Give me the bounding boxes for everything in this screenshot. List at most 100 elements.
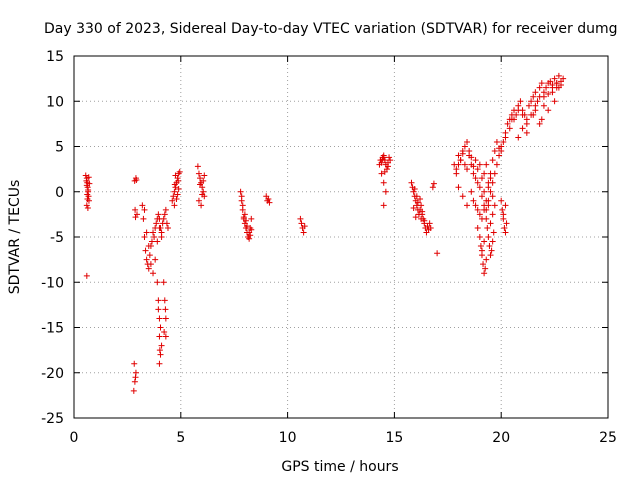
data-point <box>161 297 168 304</box>
data-point <box>238 193 245 200</box>
data-point <box>538 80 545 87</box>
data-point <box>474 179 481 186</box>
data-point <box>418 215 425 222</box>
data-point <box>175 177 182 184</box>
data-point <box>481 170 488 177</box>
data-point <box>156 333 163 340</box>
data-point <box>378 170 385 177</box>
data-point <box>500 211 507 218</box>
data-point <box>453 170 460 177</box>
data-point <box>132 206 139 213</box>
data-point <box>155 297 162 304</box>
data-point <box>485 184 492 191</box>
data-point <box>247 224 254 231</box>
data-point <box>472 202 479 209</box>
data-point <box>555 72 562 79</box>
data-point <box>429 184 436 191</box>
data-point <box>545 91 552 98</box>
data-point <box>240 214 247 221</box>
data-point <box>430 180 437 187</box>
data-point <box>519 111 526 118</box>
data-point <box>485 234 492 240</box>
data-point <box>536 84 543 91</box>
data-point <box>476 184 483 191</box>
data-point <box>85 186 92 193</box>
data-point <box>150 270 157 277</box>
data-point <box>501 224 508 231</box>
data-point <box>146 252 153 259</box>
data-point <box>478 175 485 182</box>
data-point <box>417 195 424 202</box>
data-point <box>466 148 473 155</box>
data-point <box>487 252 494 259</box>
data-point <box>140 215 147 222</box>
data-point <box>156 347 163 354</box>
data-point <box>145 265 152 272</box>
y-tick-label: -25 <box>41 411 64 427</box>
data-point <box>484 224 491 231</box>
data-point <box>540 93 547 100</box>
data-point <box>503 220 510 227</box>
data-point <box>134 211 141 218</box>
data-point <box>478 193 485 200</box>
data-point <box>83 182 90 189</box>
data-point <box>477 243 484 250</box>
data-point <box>133 176 140 183</box>
data-point <box>384 163 391 170</box>
data-point <box>171 188 178 195</box>
y-axis-label: SDTVAR / TECUs <box>7 180 23 295</box>
data-point <box>147 261 154 268</box>
data-point <box>519 125 526 132</box>
data-point <box>195 170 202 177</box>
data-point <box>538 116 545 123</box>
data-point <box>483 197 490 204</box>
data-point <box>157 324 164 331</box>
data-point <box>421 217 428 224</box>
data-point <box>426 220 433 227</box>
data-point <box>141 234 148 240</box>
data-point <box>482 265 489 272</box>
data-point <box>483 256 490 263</box>
data-point <box>464 166 471 173</box>
data-point <box>298 220 305 227</box>
data-points <box>82 72 567 394</box>
data-point <box>162 306 169 313</box>
chart-title: Day 330 of 2023, Sidereal Day-to-day VTE… <box>44 21 618 37</box>
data-point <box>540 102 547 109</box>
data-point <box>491 148 498 155</box>
data-point <box>378 159 385 166</box>
data-point <box>498 197 505 204</box>
data-point <box>461 161 468 168</box>
data-point <box>489 157 496 164</box>
data-point <box>172 184 179 191</box>
data-point <box>174 191 181 198</box>
data-point <box>410 205 417 212</box>
data-point <box>153 220 160 227</box>
data-point <box>560 75 567 82</box>
data-point <box>143 256 150 263</box>
data-point <box>543 84 550 91</box>
data-point <box>297 215 304 222</box>
data-point <box>150 229 157 236</box>
y-tick-label: -10 <box>41 275 64 291</box>
data-point <box>493 138 500 145</box>
data-point <box>148 238 155 245</box>
data-point <box>532 89 539 96</box>
x-tick-label: 15 <box>385 430 403 446</box>
data-point <box>513 111 520 118</box>
data-point <box>246 229 253 236</box>
data-point <box>478 247 485 254</box>
data-point <box>142 247 149 254</box>
data-point <box>528 98 535 105</box>
data-point <box>171 202 178 209</box>
x-axis-label: GPS time / hours <box>281 459 398 475</box>
data-point <box>158 234 165 240</box>
data-point <box>266 199 273 206</box>
x-tick-label: 0 <box>70 430 79 446</box>
data-point <box>201 172 208 179</box>
data-point <box>468 188 475 195</box>
data-point <box>551 75 558 82</box>
data-point <box>241 211 248 218</box>
data-point <box>131 378 138 385</box>
